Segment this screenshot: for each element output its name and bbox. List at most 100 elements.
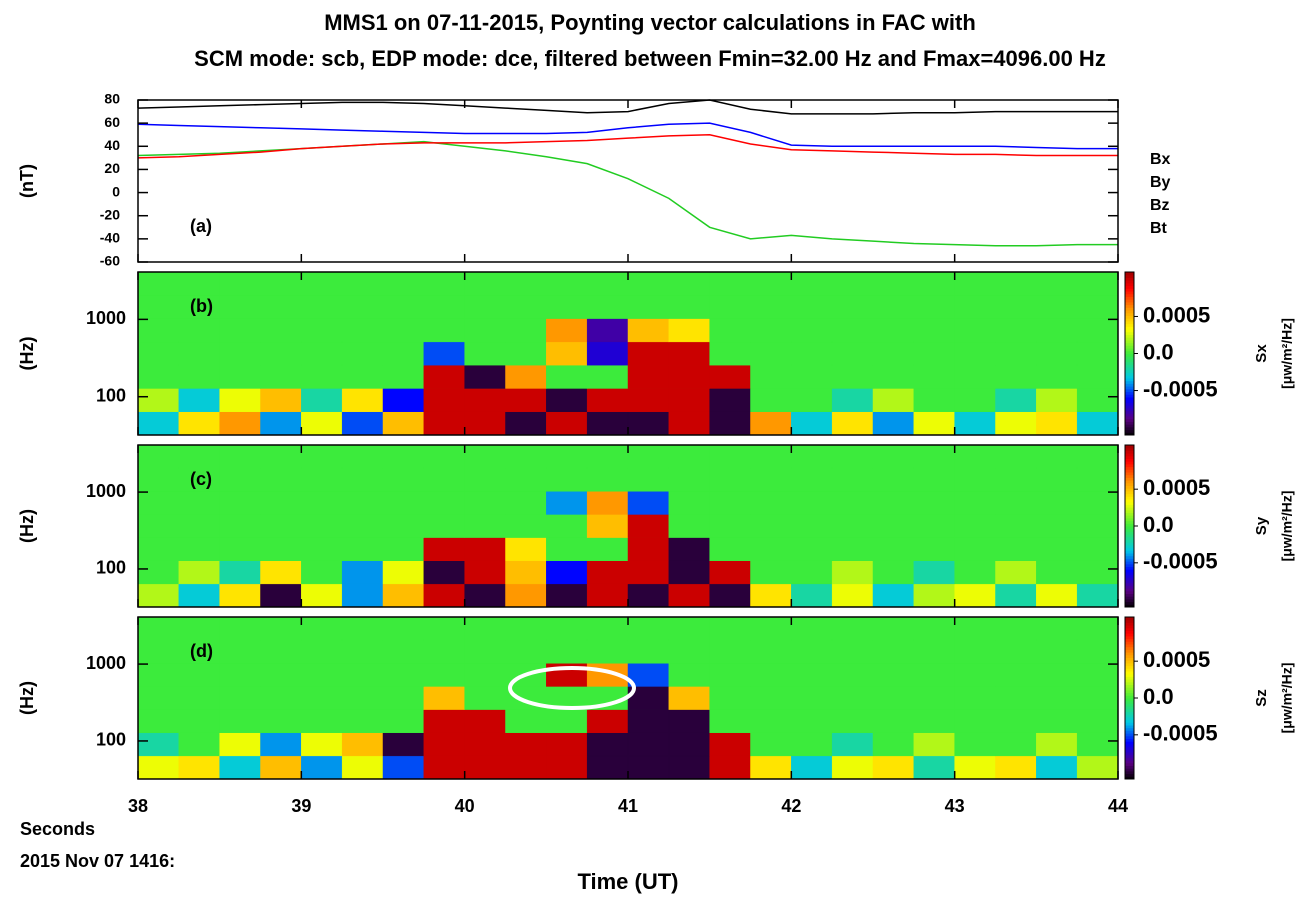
heatmap-cell <box>954 364 996 389</box>
colorbar-segment <box>1125 582 1134 586</box>
heatmap-cell <box>341 709 384 733</box>
heatmap-cell <box>301 364 343 389</box>
colorbar-segment <box>1125 528 1134 532</box>
heatmap-cell <box>546 616 588 641</box>
colorbar-segment <box>1125 773 1134 777</box>
colorbar-segment <box>1125 531 1134 535</box>
heatmap-cell <box>913 491 955 515</box>
heatmap-cell <box>995 537 1037 561</box>
panel-label: (b) <box>190 296 213 316</box>
colorbar-segment <box>1125 550 1134 554</box>
heatmap-cell <box>423 364 465 389</box>
heatmap-cell <box>954 491 996 515</box>
heatmap-cell <box>301 755 343 780</box>
heatmap-cell <box>995 318 1037 343</box>
heatmap-cell <box>995 583 1037 608</box>
colorbar-segment <box>1125 353 1134 357</box>
heatmap-cell <box>831 709 874 733</box>
heatmap-cell <box>546 709 588 733</box>
heatmap-cell <box>831 686 874 710</box>
heatmap-cell <box>260 364 302 389</box>
heatmap-cell <box>546 491 588 515</box>
heatmap-cell <box>791 467 833 492</box>
heatmap-cell <box>382 467 425 492</box>
heatmap-cell <box>137 732 180 757</box>
heatmap-cell <box>668 295 710 319</box>
colorbar-segment <box>1125 727 1134 731</box>
heatmap-cell <box>668 560 710 585</box>
heatmap-cell <box>954 616 996 641</box>
heatmap-cell <box>668 537 710 561</box>
heatmap-cell <box>954 639 996 664</box>
y-tick-label: 100 <box>96 558 126 578</box>
heatmap-cell <box>831 318 874 343</box>
heatmap-cell <box>382 583 425 608</box>
heatmap-cell <box>668 318 710 343</box>
heatmap-cell <box>301 560 343 585</box>
series-line <box>137 140 1118 247</box>
heatmap-cell <box>137 537 180 561</box>
heatmap-cell <box>668 388 710 412</box>
heatmap-cell <box>995 271 1037 296</box>
heatmap-cell <box>505 271 547 296</box>
heatmap-cell <box>382 491 425 515</box>
heatmap-cell <box>995 467 1037 492</box>
heatmap-cell <box>995 616 1037 641</box>
heatmap-cell <box>709 411 751 436</box>
heatmap-cell <box>913 755 955 780</box>
heatmap-cell <box>423 663 465 687</box>
heatmap-cell <box>464 537 506 561</box>
colorbar-segment <box>1125 380 1134 384</box>
heatmap-cell <box>505 444 547 469</box>
heatmap-cell <box>831 583 874 608</box>
colorbar-segment <box>1125 469 1134 473</box>
heatmap-cell <box>464 364 506 389</box>
heatmap-cell <box>464 663 506 687</box>
heatmap-cell <box>709 444 751 469</box>
heatmap-cell <box>831 732 874 757</box>
colorbar-segment <box>1125 342 1134 346</box>
heatmap-cell <box>464 411 506 436</box>
colorbar-segment <box>1125 490 1134 495</box>
heatmap-cell <box>831 755 874 780</box>
heatmap-cell <box>627 616 670 641</box>
colorbar-segment <box>1125 367 1134 371</box>
heatmap-cell <box>1076 364 1119 389</box>
heatmap-cell <box>831 444 874 469</box>
heatmap-cell <box>178 364 220 389</box>
colorbar-segment <box>1125 676 1134 680</box>
y-tick-label: 1000 <box>86 481 126 501</box>
heatmap-cell <box>872 583 915 608</box>
heatmap-cell <box>1036 411 1078 436</box>
heatmap-cell <box>1076 411 1119 436</box>
colorbar-segment <box>1125 415 1134 420</box>
colorbar-segment <box>1125 429 1134 433</box>
heatmap-cell <box>382 295 425 319</box>
colorbar-segment <box>1125 563 1134 567</box>
colorbar-segment <box>1125 746 1134 750</box>
heatmap-cell <box>1036 514 1078 538</box>
heatmap-cell <box>995 341 1037 366</box>
heatmap-cell <box>382 444 425 469</box>
heatmap-cell <box>505 364 547 389</box>
heatmap-cell <box>505 467 547 492</box>
heatmap-cell <box>505 616 547 641</box>
heatmap-cell <box>423 388 465 412</box>
colorbar-segment <box>1125 445 1134 449</box>
heatmap-cell <box>464 295 506 319</box>
heatmap-cell <box>791 388 833 412</box>
colorbar-segment <box>1125 714 1134 718</box>
heatmap-cell <box>872 444 915 469</box>
heatmap-cell <box>301 318 343 343</box>
heatmap-cell <box>791 271 833 296</box>
heatmap-cell <box>791 514 833 538</box>
heatmap-cell <box>1076 663 1119 687</box>
x-unit-label: Seconds <box>20 819 95 839</box>
heatmap-cell <box>586 364 629 389</box>
heatmap-cell <box>954 537 996 561</box>
colorbar-segment <box>1125 326 1134 330</box>
heatmap-cell <box>954 295 996 319</box>
heatmap-cell <box>709 537 751 561</box>
heatmap-cell <box>301 491 343 515</box>
colorbar-tick-label: -0.0005 <box>1143 549 1218 574</box>
